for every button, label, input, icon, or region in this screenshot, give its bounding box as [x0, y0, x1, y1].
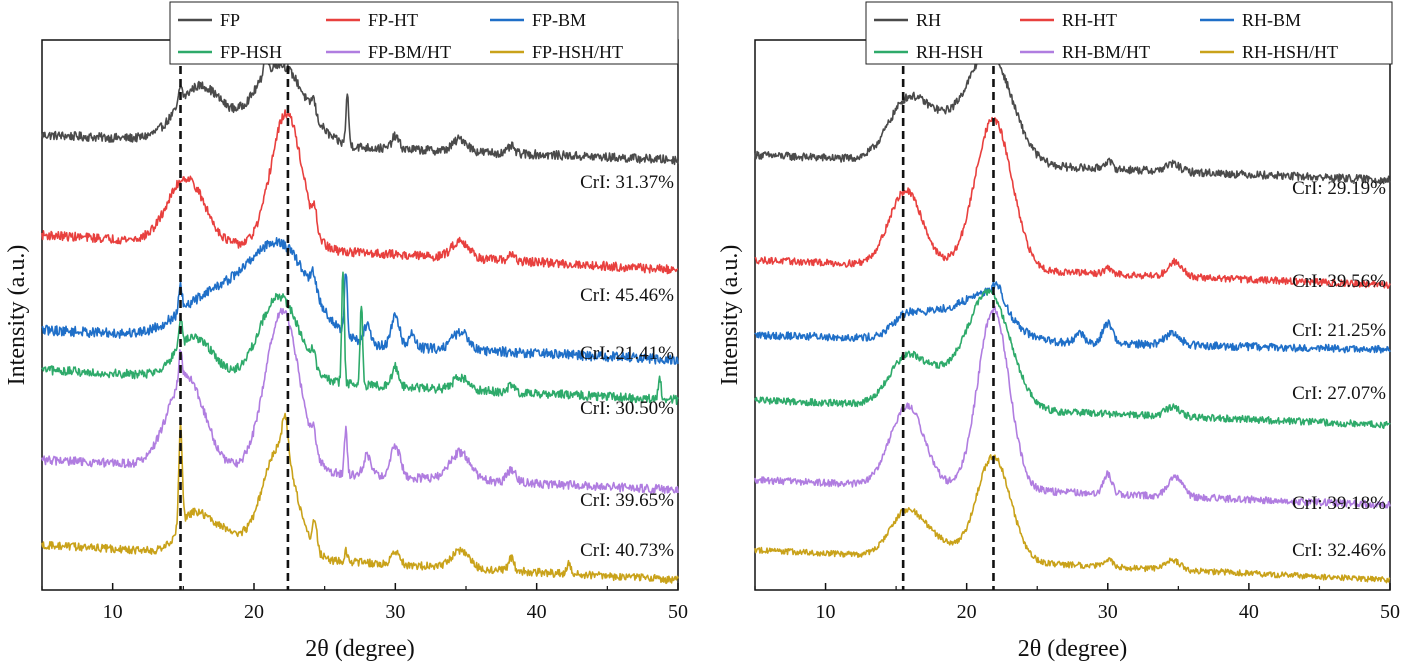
cri-label: CrI: 39.65%: [580, 490, 674, 511]
cri-label: CrI: 30.50%: [580, 398, 674, 419]
series-line-rh-hsh-ht: [754, 454, 1391, 584]
x-tick-label: 50: [668, 601, 688, 623]
cri-label: CrI: 40.73%: [580, 540, 674, 561]
series-line-fp-bm-ht: [41, 307, 679, 494]
chart-panel-1: 10 20 30 40 50 2θ (degree) Intensity (a.u.) CrI…: [4, 1, 688, 662]
x-tick-label: 40: [1239, 601, 1259, 623]
x-tick-label: 30: [1098, 601, 1118, 623]
legend-entry: FP-HSH: [220, 42, 282, 62]
cri-label: CrI: 31.37%: [580, 172, 674, 193]
series-line-rh-bm-ht: [754, 305, 1391, 509]
legend-entry: FP-HSH/HT: [532, 42, 623, 62]
x-tick-label: 10: [103, 601, 123, 623]
legend-entry: RH-BM: [1242, 10, 1301, 30]
legend-entry: FP-HT: [368, 10, 418, 30]
legend-entry: FP: [220, 10, 240, 30]
x-tick-label: 50: [1380, 601, 1400, 623]
legend-entry: RH-BM/HT: [1062, 42, 1150, 62]
series-line-rh-ht: [754, 116, 1391, 289]
legend-entry: FP-BM/HT: [368, 42, 451, 62]
cri-label: CrI: 27.07%: [1292, 383, 1386, 404]
legend-entry: RH-HT: [1062, 10, 1117, 30]
cri-label: CrI: 39.56%: [1292, 271, 1386, 292]
series-line-fp-hsh: [41, 271, 679, 406]
legend-box: [865, 1, 1393, 65]
x-tick-label: 40: [527, 601, 547, 623]
series-line-rh-hsh: [754, 288, 1391, 429]
legend-box: [169, 1, 679, 65]
cri-label: CrI: 39.18%: [1292, 493, 1386, 514]
legend-entry: FP-BM: [532, 10, 586, 30]
x-axis-label: 2θ (degree): [305, 636, 414, 662]
x-tick-label: 20: [244, 601, 264, 623]
cri-label: CrI: 45.46%: [580, 285, 674, 306]
legend-entry: RH-HSH: [916, 42, 983, 62]
x-tick-label: 30: [385, 601, 405, 623]
y-axis-label: Intensity (a.u.): [717, 245, 743, 386]
cri-label: CrI: 32.46%: [1292, 540, 1386, 561]
chart-panel-2: 10 20 30 40 50 2θ (degree) Intensity (a.u.) CrI…: [717, 1, 1400, 662]
y-axis-label: Intensity (a.u.): [4, 245, 30, 386]
x-tick-label: 10: [816, 601, 836, 623]
x-axis-label: 2θ (degree): [1018, 636, 1127, 662]
legend-entry: RH: [916, 10, 941, 30]
x-tick-label: 20: [957, 601, 977, 623]
cri-label: CrI: 21.25%: [1292, 320, 1386, 341]
series-line-rh-bm: [754, 280, 1391, 354]
legend-entry: RH-HSH/HT: [1242, 42, 1338, 62]
series-line-fp: [41, 55, 679, 166]
series-line-rh: [754, 48, 1391, 185]
cri-label: CrI: 29.19%: [1292, 178, 1386, 199]
cri-label: CrI: 21.41%: [580, 343, 674, 364]
series-line-fp-hsh-ht: [41, 412, 679, 585]
series-line-fp-ht: [41, 109, 679, 275]
